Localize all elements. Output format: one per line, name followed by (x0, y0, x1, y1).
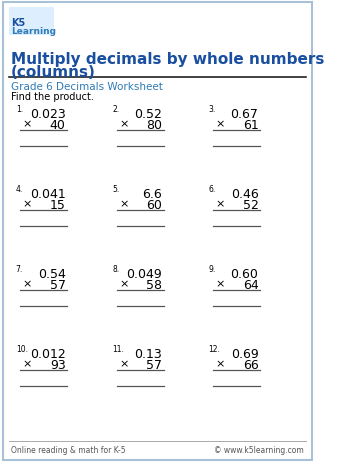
Text: 0.67: 0.67 (230, 108, 258, 121)
Text: 15: 15 (50, 199, 66, 212)
Text: ×: × (215, 199, 225, 208)
Text: 9.: 9. (209, 264, 216, 274)
Text: 57: 57 (50, 278, 66, 291)
Text: 0.69: 0.69 (231, 347, 258, 360)
Text: 0.023: 0.023 (30, 108, 66, 121)
Text: ×: × (215, 358, 225, 368)
Text: 0.012: 0.012 (30, 347, 66, 360)
Text: 93: 93 (50, 358, 66, 371)
Text: ×: × (23, 278, 32, 288)
FancyBboxPatch shape (9, 8, 54, 36)
Text: ×: × (215, 278, 225, 288)
Text: K5: K5 (11, 18, 25, 28)
Text: ×: × (119, 278, 129, 288)
Text: 10.: 10. (16, 344, 28, 353)
Text: 5.: 5. (112, 185, 120, 194)
Text: 0.041: 0.041 (30, 188, 66, 200)
Text: 0.52: 0.52 (134, 108, 162, 121)
Text: ×: × (23, 199, 32, 208)
Text: ×: × (23, 358, 32, 368)
Text: 57: 57 (146, 358, 162, 371)
Text: 40: 40 (50, 119, 66, 131)
Text: 3.: 3. (209, 105, 216, 114)
Text: 0.54: 0.54 (38, 268, 66, 281)
Text: 64: 64 (243, 278, 258, 291)
Text: 11.: 11. (112, 344, 124, 353)
Text: 0.60: 0.60 (230, 268, 258, 281)
Text: 6.: 6. (209, 185, 216, 194)
Text: 6.6: 6.6 (143, 188, 162, 200)
Text: 8.: 8. (112, 264, 119, 274)
Text: 1.: 1. (16, 105, 23, 114)
Text: Learning: Learning (11, 27, 56, 36)
Text: Online reading & math for K-5: Online reading & math for K-5 (10, 445, 125, 454)
Text: © www.k5learning.com: © www.k5learning.com (214, 445, 304, 454)
Text: ×: × (119, 199, 129, 208)
Text: ×: × (23, 119, 32, 129)
Text: 2.: 2. (112, 105, 119, 114)
Text: 80: 80 (146, 119, 162, 131)
Text: 61: 61 (243, 119, 258, 131)
Text: Multiply decimals by whole numbers: Multiply decimals by whole numbers (10, 52, 324, 67)
Text: ×: × (119, 119, 129, 129)
FancyBboxPatch shape (3, 3, 312, 460)
Text: 7.: 7. (16, 264, 23, 274)
Text: 4.: 4. (16, 185, 23, 194)
Text: Find the product.: Find the product. (10, 92, 93, 102)
Text: 60: 60 (146, 199, 162, 212)
Text: 66: 66 (243, 358, 258, 371)
Text: ×: × (119, 358, 129, 368)
Text: 0.46: 0.46 (231, 188, 258, 200)
Text: 0.049: 0.049 (126, 268, 162, 281)
Text: 0.13: 0.13 (134, 347, 162, 360)
Text: 12.: 12. (209, 344, 220, 353)
Text: (columns): (columns) (10, 65, 95, 80)
Text: 52: 52 (243, 199, 258, 212)
Text: Grade 6 Decimals Worksheet: Grade 6 Decimals Worksheet (10, 82, 162, 92)
Text: 58: 58 (146, 278, 162, 291)
Text: ×: × (215, 119, 225, 129)
